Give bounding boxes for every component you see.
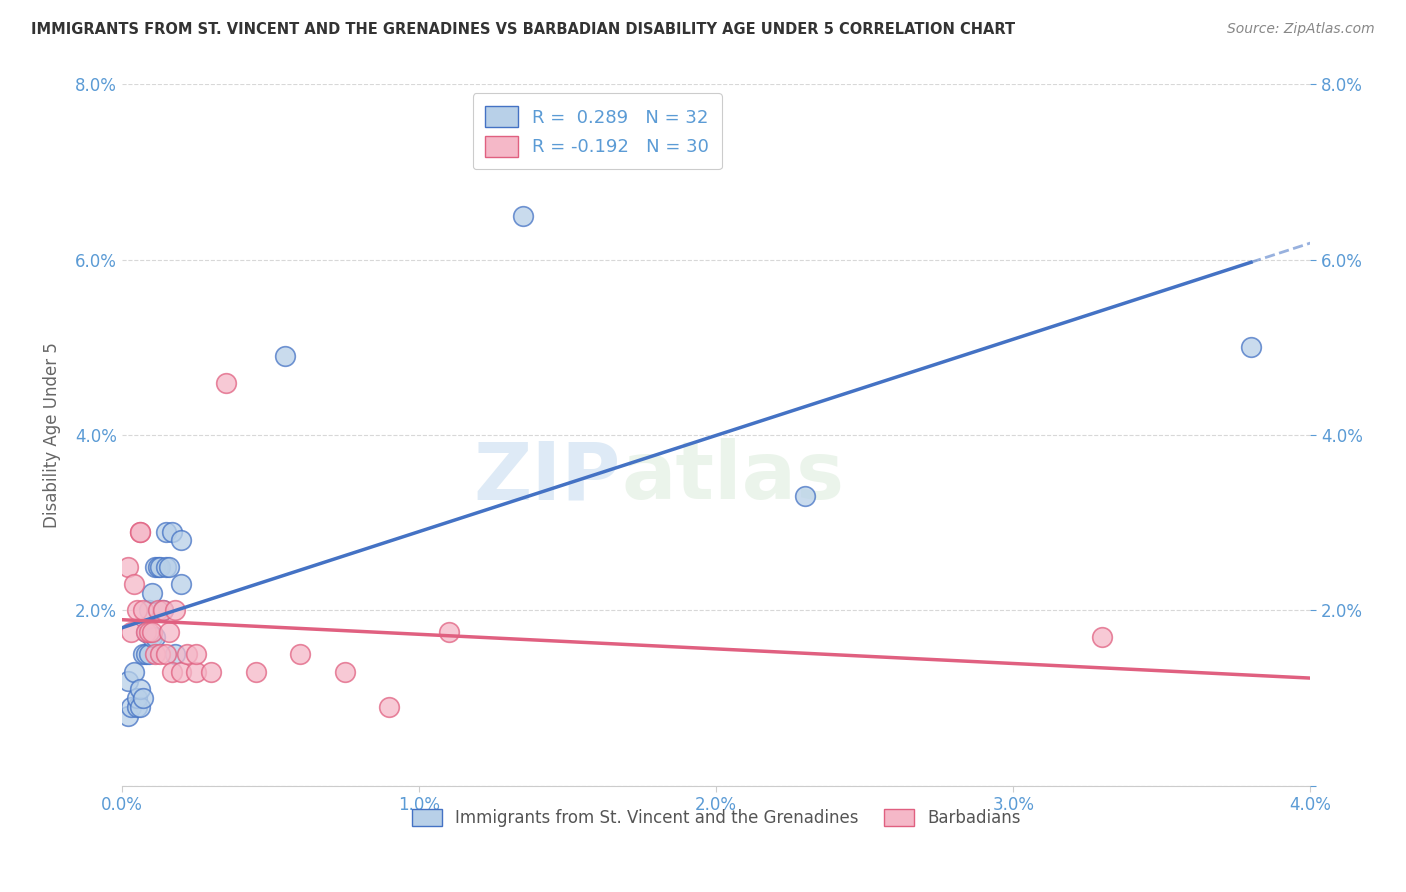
- Point: [165, 603, 187, 617]
- Point: [141, 630, 163, 644]
- Point: [155, 559, 177, 574]
- Point: [143, 630, 166, 644]
- Point: [437, 625, 460, 640]
- Point: [122, 665, 145, 679]
- Point: [141, 586, 163, 600]
- Point: [162, 524, 184, 539]
- Point: [170, 533, 193, 548]
- Point: [245, 665, 267, 679]
- Point: [288, 648, 311, 662]
- Point: [143, 559, 166, 574]
- Point: [117, 559, 139, 574]
- Text: Source: ZipAtlas.com: Source: ZipAtlas.com: [1227, 22, 1375, 37]
- Point: [378, 699, 401, 714]
- Point: [333, 665, 356, 679]
- Point: [125, 603, 148, 617]
- Point: [155, 524, 177, 539]
- Point: [128, 699, 150, 714]
- Point: [141, 625, 163, 640]
- Point: [138, 625, 160, 640]
- Text: ZIP: ZIP: [474, 438, 621, 516]
- Point: [143, 648, 166, 662]
- Legend: Immigrants from St. Vincent and the Grenadines, Barbadians: Immigrants from St. Vincent and the Gren…: [405, 802, 1028, 833]
- Point: [120, 625, 142, 640]
- Point: [274, 349, 297, 363]
- Point: [215, 376, 238, 390]
- Point: [200, 665, 222, 679]
- Point: [138, 648, 160, 662]
- Point: [128, 524, 150, 539]
- Point: [135, 625, 157, 640]
- Point: [157, 625, 180, 640]
- Point: [1091, 630, 1114, 644]
- Text: atlas: atlas: [621, 438, 844, 516]
- Point: [120, 699, 142, 714]
- Point: [794, 490, 817, 504]
- Point: [149, 648, 172, 662]
- Point: [146, 559, 169, 574]
- Point: [1240, 341, 1263, 355]
- Point: [125, 699, 148, 714]
- Point: [122, 577, 145, 591]
- Y-axis label: Disability Age Under 5: Disability Age Under 5: [44, 343, 60, 528]
- Point: [131, 648, 153, 662]
- Point: [152, 603, 174, 617]
- Point: [131, 603, 153, 617]
- Point: [138, 603, 160, 617]
- Point: [512, 209, 534, 223]
- Point: [117, 673, 139, 688]
- Point: [176, 648, 198, 662]
- Point: [128, 682, 150, 697]
- Point: [170, 577, 193, 591]
- Point: [135, 648, 157, 662]
- Point: [170, 665, 193, 679]
- Point: [186, 648, 208, 662]
- Point: [157, 559, 180, 574]
- Point: [152, 603, 174, 617]
- Point: [165, 648, 187, 662]
- Point: [149, 559, 172, 574]
- Point: [155, 648, 177, 662]
- Point: [128, 524, 150, 539]
- Point: [125, 691, 148, 706]
- Point: [162, 665, 184, 679]
- Point: [117, 708, 139, 723]
- Point: [131, 691, 153, 706]
- Point: [135, 625, 157, 640]
- Point: [186, 665, 208, 679]
- Point: [146, 603, 169, 617]
- Text: IMMIGRANTS FROM ST. VINCENT AND THE GRENADINES VS BARBADIAN DISABILITY AGE UNDER: IMMIGRANTS FROM ST. VINCENT AND THE GREN…: [31, 22, 1015, 37]
